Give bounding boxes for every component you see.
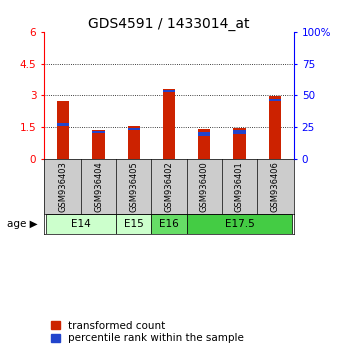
Bar <box>163 89 175 159</box>
Bar <box>92 131 105 159</box>
Title: GDS4591 / 1433014_at: GDS4591 / 1433014_at <box>88 17 250 31</box>
Bar <box>233 129 246 159</box>
Bar <box>187 214 292 234</box>
Text: GSM936402: GSM936402 <box>165 161 173 212</box>
Bar <box>128 126 140 159</box>
Bar <box>46 214 116 234</box>
Bar <box>57 123 70 126</box>
Bar <box>151 214 187 234</box>
Text: GSM936404: GSM936404 <box>94 161 103 212</box>
Text: E15: E15 <box>124 219 144 229</box>
Bar <box>198 132 210 136</box>
Bar <box>116 214 151 234</box>
Bar <box>268 99 281 102</box>
Legend: transformed count, percentile rank within the sample: transformed count, percentile rank withi… <box>49 319 246 345</box>
Bar <box>92 131 105 133</box>
Text: GSM936405: GSM936405 <box>129 161 138 212</box>
Bar <box>268 96 281 159</box>
Text: E17.5: E17.5 <box>224 219 254 229</box>
Text: age ▶: age ▶ <box>7 219 38 229</box>
Bar <box>128 128 140 130</box>
Bar <box>163 90 175 92</box>
Text: GSM936406: GSM936406 <box>270 161 279 212</box>
Bar <box>57 101 70 159</box>
Text: GSM936401: GSM936401 <box>235 161 244 212</box>
Bar <box>198 129 210 159</box>
Text: GSM936403: GSM936403 <box>59 161 68 212</box>
Bar <box>233 131 246 134</box>
Text: E14: E14 <box>71 219 91 229</box>
Text: E16: E16 <box>159 219 179 229</box>
Text: GSM936400: GSM936400 <box>200 161 209 212</box>
